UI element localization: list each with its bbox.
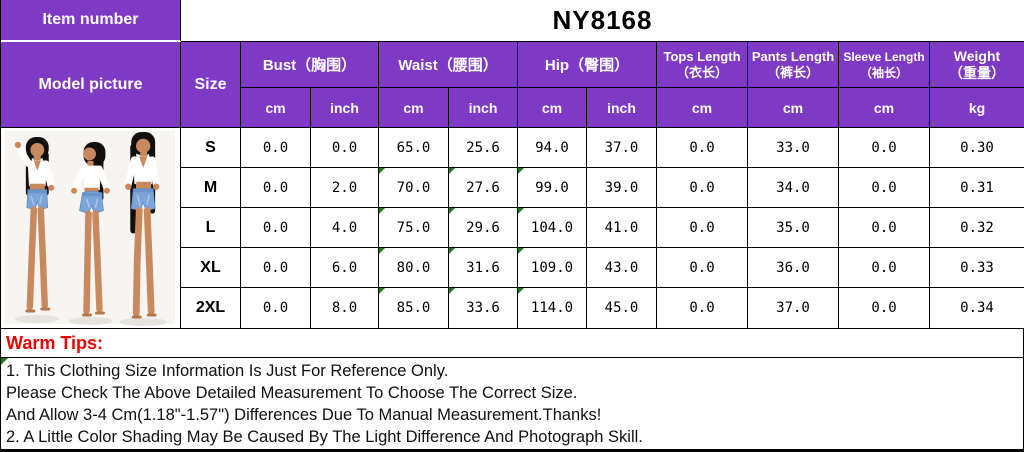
unit-cell: cm xyxy=(839,88,930,128)
value-cell: 0.0 xyxy=(241,248,311,288)
value-cell: 0.0 xyxy=(657,208,748,248)
size-label: S xyxy=(181,128,241,168)
value-cell-flagged: 104.0 xyxy=(518,208,587,248)
tops-length-zh: （衣长） xyxy=(675,64,728,80)
value-cell: 0.0 xyxy=(241,168,311,208)
value-cell-flagged: 27.6 xyxy=(449,168,518,208)
sleeve-length-column-header: Sleeve Length （袖长） xyxy=(839,42,930,88)
sleeve-length-zh: （袖长） xyxy=(859,65,908,80)
value-cell: 0.33 xyxy=(930,248,1024,288)
unit-cell: cm xyxy=(657,88,748,128)
value-cell: 0.0 xyxy=(657,128,748,168)
model-figure-left xyxy=(14,137,55,313)
warm-tips-body: 1. This Clothing Size Information Is Jus… xyxy=(1,358,1023,452)
value-cell: 94.0 xyxy=(518,128,587,168)
value-cell-flagged: 70.0 xyxy=(379,168,449,208)
value-cell: 36.0 xyxy=(748,248,839,288)
hip-column-header: Hip（臀围） xyxy=(518,42,657,88)
model-photo-illustration xyxy=(1,128,180,327)
item-number-label: Item number xyxy=(1,0,181,42)
value-cell: 0.0 xyxy=(241,288,311,329)
unit-cell: inch xyxy=(449,88,518,128)
value-cell-flagged: 29.6 xyxy=(449,208,518,248)
value-cell: 6.0 xyxy=(311,248,379,288)
value-cell: 39.0 xyxy=(587,168,657,208)
value-cell: 4.0 xyxy=(311,208,379,248)
value-cell-flagged: 114.0 xyxy=(518,288,587,329)
warm-tips-section: Warm Tips: 1. This Clothing Size Informa… xyxy=(0,329,1024,452)
value-cell: 0.0 xyxy=(839,288,930,329)
value-cell: 35.0 xyxy=(748,208,839,248)
size-label: M xyxy=(181,168,241,208)
value-cell: 0.0 xyxy=(839,168,930,208)
value-cell: 65.0 xyxy=(379,128,449,168)
value-cell: 0.0 xyxy=(311,128,379,168)
unit-cell: cm xyxy=(748,88,839,128)
unit-cell: inch xyxy=(311,88,379,128)
weight-column-header: Weight （重量） xyxy=(930,42,1024,88)
value-cell-flagged: 109.0 xyxy=(518,248,587,288)
weight-en: Weight xyxy=(953,47,1001,64)
value-cell: 41.0 xyxy=(587,208,657,248)
value-cell: 0.0 xyxy=(839,248,930,288)
value-cell: 0.0 xyxy=(657,168,748,208)
size-label: XL xyxy=(181,248,241,288)
warm-tips-line: And Allow 3-4 Cm(1.18"-1.57") Difference… xyxy=(6,406,602,424)
tops-length-en: Tops Length xyxy=(663,48,741,64)
warm-tips-line: 2. A Little Color Shading May Be Caused … xyxy=(6,428,643,446)
value-cell: 43.0 xyxy=(587,248,657,288)
value-cell-flagged: 99.0 xyxy=(518,168,587,208)
item-number-value: NY8168 xyxy=(181,0,1024,42)
unit-cell: inch xyxy=(587,88,657,128)
value-cell: 2.0 xyxy=(311,168,379,208)
value-cell-flagged: 31.6 xyxy=(449,248,518,288)
warm-tips-line: Please Check The Above Detailed Measurem… xyxy=(6,384,578,402)
value-cell: 8.0 xyxy=(311,288,379,329)
model-figure-right xyxy=(124,132,160,319)
value-cell: 37.0 xyxy=(748,288,839,329)
size-table: Item number NY8168 Model picture Size Bu… xyxy=(0,0,1024,329)
value-cell: 25.6 xyxy=(449,128,518,168)
model-photo xyxy=(1,128,181,329)
model-figure-middle xyxy=(71,141,110,317)
model-picture-header: Model picture xyxy=(1,42,181,128)
unit-cell: cm xyxy=(379,88,449,128)
waist-column-header: Waist（腰围） xyxy=(379,42,518,88)
value-cell: 0.0 xyxy=(657,288,748,329)
weight-zh: （重量） xyxy=(949,64,1005,81)
warm-tips-line: 1. This Clothing Size Information Is Jus… xyxy=(6,362,449,380)
value-cell: 0.0 xyxy=(839,128,930,168)
value-cell: 33.0 xyxy=(748,128,839,168)
value-cell: 0.30 xyxy=(930,128,1024,168)
value-cell: 0.34 xyxy=(930,288,1024,329)
size-column-header: Size xyxy=(181,42,241,128)
value-cell-flagged: 33.6 xyxy=(449,288,518,329)
pants-length-zh: （裤长） xyxy=(766,64,819,80)
warm-tips-title: Warm Tips: xyxy=(1,329,1023,358)
value-cell-flagged: 75.0 xyxy=(379,208,449,248)
value-cell: 45.0 xyxy=(587,288,657,329)
bust-column-header: Bust（胸围） xyxy=(241,42,379,88)
value-cell: 37.0 xyxy=(587,128,657,168)
size-label: 2XL xyxy=(181,288,241,329)
value-cell: 0.0 xyxy=(241,128,311,168)
tops-length-column-header: Tops Length （衣长） xyxy=(657,42,748,88)
value-cell: 0.32 xyxy=(930,208,1024,248)
size-label: L xyxy=(181,208,241,248)
value-cell: 0.0 xyxy=(241,208,311,248)
pants-length-en: Pants Length xyxy=(751,48,835,64)
value-cell-flagged: 80.0 xyxy=(379,248,449,288)
sleeve-length-en: Sleeve Length xyxy=(843,49,925,64)
value-cell: 0.0 xyxy=(657,248,748,288)
unit-cell: kg xyxy=(930,88,1024,128)
value-cell: 0.0 xyxy=(839,208,930,248)
unit-cell: cm xyxy=(518,88,587,128)
value-cell: 34.0 xyxy=(748,168,839,208)
unit-cell: cm xyxy=(241,88,311,128)
value-cell-flagged: 85.0 xyxy=(379,288,449,329)
pants-length-column-header: Pants Length （裤长） xyxy=(748,42,839,88)
value-cell: 0.31 xyxy=(930,168,1024,208)
